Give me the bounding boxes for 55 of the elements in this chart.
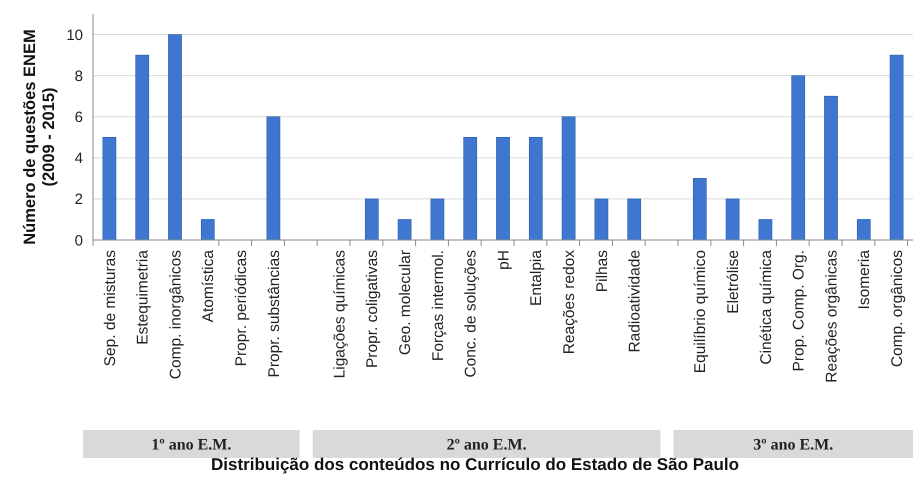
bar	[364, 198, 379, 240]
bar	[627, 198, 642, 240]
x-tick-label: Comp. orgânicos	[889, 250, 906, 368]
bar	[102, 136, 116, 240]
bar	[890, 54, 904, 240]
bar	[200, 219, 215, 240]
y-tick-label: 10	[66, 26, 83, 44]
x-tick-label: Eletrólise	[725, 250, 742, 314]
x-tick-label: Geo. molecular	[397, 250, 414, 356]
x-tick-label: Conc. de soluções	[462, 250, 480, 378]
bar	[496, 136, 510, 240]
x-tick-label: Isomeria	[856, 250, 874, 310]
bar	[430, 198, 444, 240]
bar	[791, 75, 806, 240]
bar	[726, 198, 740, 240]
x-tick-label: Cinética química	[758, 250, 775, 365]
x-tick-label: Reações redox	[561, 250, 578, 354]
text: 1º ano E.M.	[151, 436, 232, 454]
x-axis-title: Distribuição dos conteúdos no Currículo do Estado de São Paulo	[211, 455, 739, 474]
bar	[528, 136, 543, 240]
text: 3º ano E.M.	[753, 436, 834, 454]
x-tick-label: Comp. inorgânicos	[167, 250, 184, 380]
bar	[594, 198, 608, 240]
y-tick-label: 2	[74, 191, 83, 208]
y-tick-label: 6	[74, 108, 83, 126]
x-tick-label: Propr. substâncias	[266, 250, 283, 378]
bar	[856, 219, 871, 240]
bar	[266, 116, 280, 240]
y-tick-label: 4	[74, 150, 83, 168]
x-tick-label: Forças intermol.	[430, 250, 447, 362]
x-tick-label: Reações orgânicas	[823, 250, 840, 383]
y-tick-label: 8	[74, 68, 83, 85]
x-tick-label: Atomística	[200, 250, 218, 322]
x-tick-label: Propr. coligativas	[364, 250, 382, 368]
x-tick-label: Estequimetria	[134, 250, 152, 345]
bar	[692, 178, 707, 240]
x-tick-label: Sep. de misturas	[102, 250, 119, 366]
x-tick-label: Ligações químicas	[331, 250, 348, 378]
x-tick-label: Equilíbrio químico	[692, 250, 710, 374]
x-tick-label: pH	[495, 250, 512, 270]
x-tick-label: Propr. periódicas	[233, 250, 250, 366]
bar	[168, 34, 182, 240]
bar	[135, 54, 150, 240]
bar	[562, 116, 576, 240]
x-tick-label: Radioatividade	[626, 250, 644, 353]
x-tick-label: Entalpia	[528, 250, 546, 306]
x-tick-label: Prop. Comp. Org.	[790, 250, 808, 372]
bar	[758, 219, 772, 240]
y-tick-label: 0	[74, 232, 83, 250]
bar	[824, 96, 838, 240]
text: 2º ano E.M.	[446, 436, 527, 454]
x-tick-label: Pilhas	[594, 250, 611, 292]
bar	[398, 219, 412, 240]
bar	[463, 136, 478, 240]
y-axis-title: Número de questões ENEM (2009 - 2015)	[21, 29, 58, 245]
